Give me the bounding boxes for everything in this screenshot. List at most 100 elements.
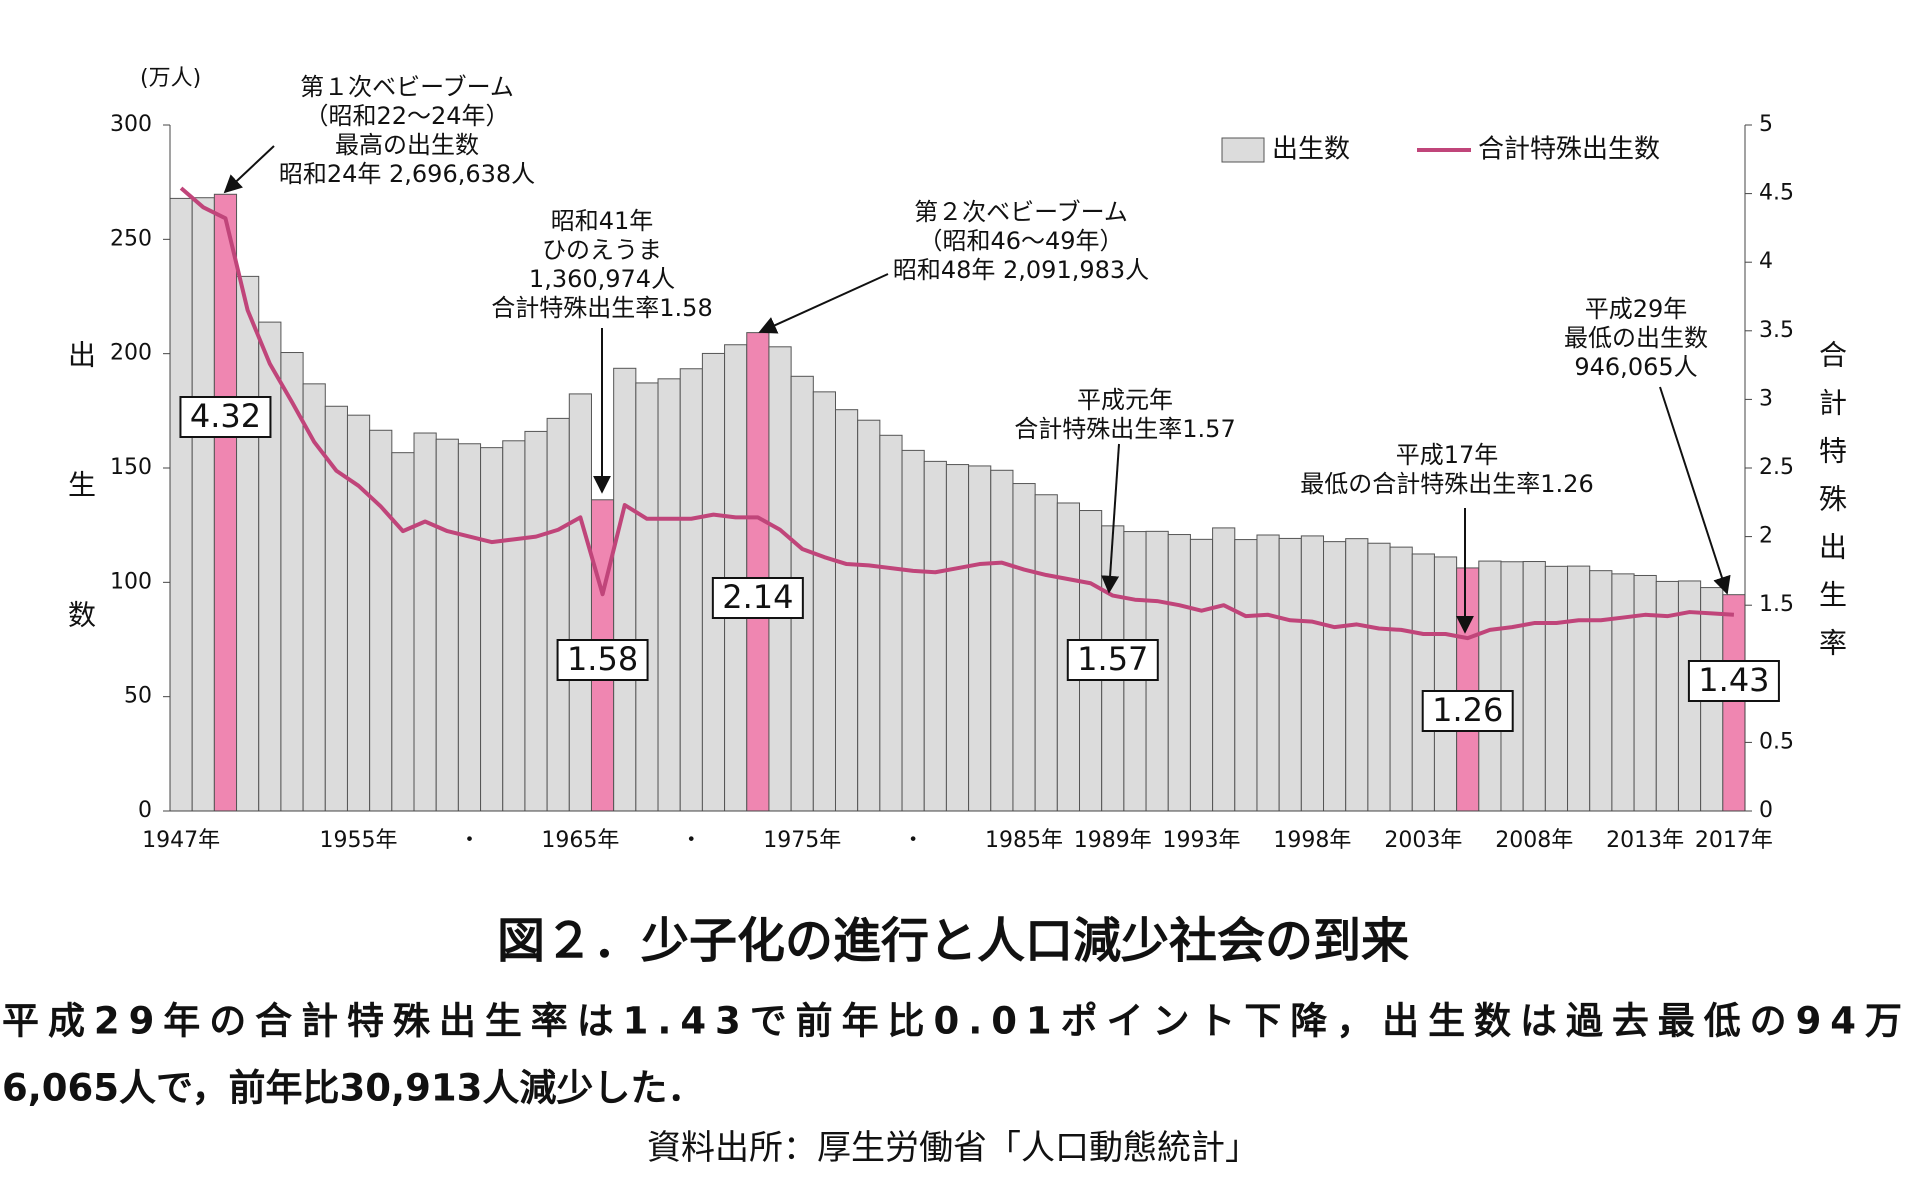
y2-tick-label: 2.5 bbox=[1759, 455, 1794, 480]
bar bbox=[1544, 565, 1569, 812]
x-tick-label: 1993年 bbox=[1163, 828, 1241, 853]
annotation: 最低の出生数 bbox=[1564, 324, 1708, 352]
annotation: 946,065人 bbox=[1574, 353, 1697, 381]
annotation: 昭和24年 2,696,638人 bbox=[279, 160, 535, 188]
bar bbox=[1411, 553, 1435, 812]
x-tick-label: 2003年 bbox=[1384, 828, 1462, 853]
bar bbox=[457, 443, 482, 812]
y2-tick-label: 5 bbox=[1759, 112, 1773, 137]
bar bbox=[1611, 573, 1635, 812]
y2-tick-label: 4.5 bbox=[1759, 181, 1794, 206]
bar bbox=[879, 434, 903, 812]
subtitle: 平成29年の合計特殊出生率は1.43で前年比0.01ポイント下降，出生数は過去最… bbox=[2, 1000, 1902, 1043]
annotation: （昭和22～24年） bbox=[304, 102, 509, 130]
annotation-arrow bbox=[758, 273, 889, 334]
bar bbox=[746, 332, 770, 812]
value-label: 1.43 bbox=[1698, 661, 1769, 699]
bar bbox=[1012, 483, 1036, 812]
annotation: 平成29年 bbox=[1585, 295, 1688, 323]
bar bbox=[901, 449, 925, 812]
bar bbox=[1456, 567, 1480, 812]
y-unit: (万人) bbox=[140, 66, 201, 91]
bar bbox=[990, 469, 1014, 812]
value-label-box bbox=[556, 639, 649, 681]
value-label-box bbox=[1421, 690, 1514, 732]
bar bbox=[1389, 546, 1413, 812]
value-label-box bbox=[1066, 639, 1159, 681]
bar bbox=[635, 382, 659, 812]
value-label-box bbox=[711, 577, 804, 619]
bar bbox=[280, 352, 304, 812]
bar bbox=[546, 417, 570, 812]
bar bbox=[1589, 570, 1613, 812]
y-tick-label: 300 bbox=[110, 112, 152, 137]
bar bbox=[1500, 561, 1524, 812]
bar bbox=[1567, 565, 1591, 812]
bar bbox=[857, 419, 881, 812]
bar bbox=[1433, 556, 1458, 812]
bar bbox=[413, 432, 437, 812]
x-tick-label: ・ bbox=[902, 828, 924, 853]
value-label: 2.14 bbox=[722, 578, 793, 616]
bar bbox=[1234, 539, 1258, 812]
bar bbox=[1633, 574, 1657, 812]
bar bbox=[968, 465, 992, 812]
y2-tick-label: 0.5 bbox=[1759, 729, 1794, 754]
value-label-box bbox=[179, 396, 272, 438]
annotation: 合計特殊出生率1.57 bbox=[1014, 415, 1235, 443]
value-label: 1.58 bbox=[567, 640, 638, 678]
line bbox=[179, 186, 1735, 641]
bar bbox=[302, 383, 326, 812]
bar bbox=[191, 197, 215, 812]
y2-tick-label: 0 bbox=[1759, 798, 1773, 823]
y2-tick-label: 3 bbox=[1759, 386, 1773, 411]
bar bbox=[1300, 535, 1325, 812]
x-tick-label: 1965年 bbox=[541, 828, 619, 853]
bar bbox=[1212, 527, 1236, 812]
annotation: 第１次ベビーブーム bbox=[300, 73, 514, 101]
annotation: （昭和46～49年） bbox=[918, 227, 1123, 255]
bar bbox=[1522, 561, 1546, 812]
bar bbox=[502, 440, 526, 812]
annotation-arrow bbox=[223, 145, 275, 194]
annotation: 昭和48年 2,091,983人 bbox=[893, 256, 1149, 284]
y-tick-label: 0 bbox=[138, 798, 152, 823]
bar bbox=[568, 393, 592, 812]
annotation-arrow bbox=[1101, 443, 1120, 594]
value-label: 4.32 bbox=[190, 397, 261, 435]
bar bbox=[945, 464, 970, 812]
y-axis-label: 出生数 bbox=[64, 340, 97, 730]
annotation: 最高の出生数 bbox=[335, 131, 479, 159]
bar bbox=[213, 193, 238, 812]
bar bbox=[1722, 594, 1746, 812]
x-tick-label: ・ bbox=[680, 828, 702, 853]
x-tick-label: 1985年 bbox=[985, 828, 1063, 853]
y-tick-label: 150 bbox=[110, 455, 152, 480]
annotation: 第２次ベビーブーム bbox=[914, 198, 1128, 226]
value-label: 1.26 bbox=[1432, 691, 1503, 729]
chart-title: 図２．少子化の進行と人口減少社会の到来 bbox=[497, 913, 1409, 969]
x-tick-label: ・ bbox=[458, 828, 480, 853]
y-tick-label: 50 bbox=[124, 684, 152, 709]
annotation: 1,360,974人 bbox=[529, 265, 675, 293]
bar bbox=[524, 430, 548, 812]
bar bbox=[1256, 534, 1280, 812]
annotation: 平成元年 bbox=[1077, 386, 1173, 414]
y-tick-label: 100 bbox=[110, 569, 152, 594]
legend-swatch bbox=[1221, 137, 1265, 163]
bar bbox=[258, 321, 282, 812]
bar bbox=[1478, 560, 1502, 812]
bar bbox=[1323, 541, 1347, 812]
bar bbox=[613, 367, 637, 812]
bar bbox=[923, 460, 947, 812]
x-tick-label: 1955年 bbox=[320, 828, 398, 853]
bar bbox=[324, 405, 348, 812]
annotation: 昭和41年 bbox=[551, 207, 654, 235]
bar bbox=[369, 429, 393, 812]
bar bbox=[435, 438, 459, 812]
legend-label: 出生数 bbox=[1272, 135, 1350, 165]
bar bbox=[1278, 537, 1302, 812]
annotation: 合計特殊出生率1.58 bbox=[491, 294, 712, 322]
bar bbox=[391, 452, 415, 812]
